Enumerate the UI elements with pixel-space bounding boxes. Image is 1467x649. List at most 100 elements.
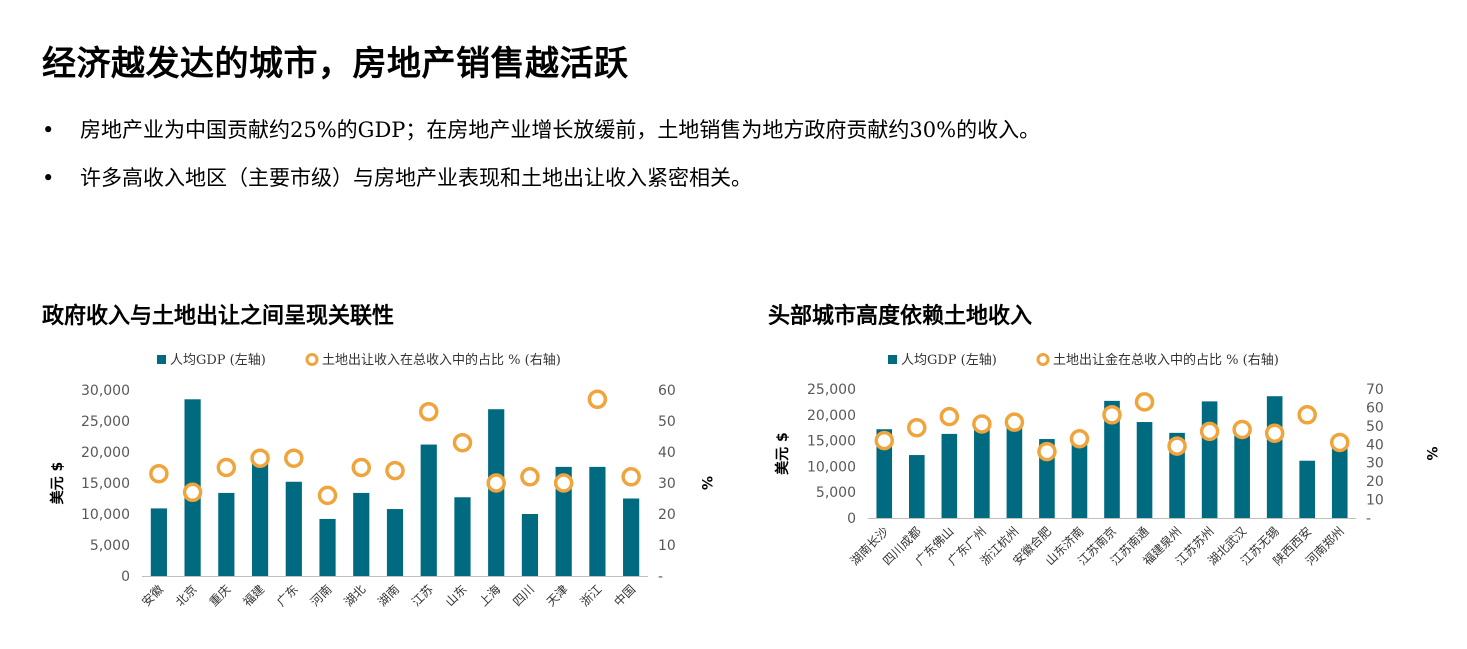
chart1-y2-tick: 20 [658,507,676,523]
chart2-y-tick: 20,000 [807,408,856,424]
chart2-marker [1004,412,1025,432]
chart1-bar [454,497,471,576]
chart1-y2-tick: 10 [658,538,676,554]
chart2-bar [1136,422,1153,518]
chart2-y-tick: 0 [847,511,856,527]
chart1-y2-tick: 50 [658,414,676,430]
bullet-item: 房地产业为中国贡献约25%的GDP；在房地产业增长放缓前，土地销售为地方政府贡献… [42,118,1040,142]
chart1-category-label: 安徽 [138,582,166,610]
chart2-y2-tick: 30 [1366,456,1384,472]
chart2-y2-axis-label: % [1423,446,1439,460]
chart1-category-label: 天津 [544,582,571,609]
chart1-y2-tick: - [658,569,663,585]
chart1-y2-axis-label: % [698,476,714,490]
chart2-bar [876,429,893,518]
chart2-marker [1134,392,1155,412]
chart2-bar [1006,420,1023,518]
chart1-category-label: 湖南 [375,582,403,610]
chart1-marker [418,401,439,422]
chart1-bar [589,466,606,576]
legend-text: 人均GDP (左轴) [901,353,997,368]
chart1-y2-tick: 60 [658,383,676,399]
chart1-y-tick: 25,000 [81,414,130,430]
chart2-marker [1264,423,1285,443]
chart2-marker [907,417,927,438]
chart1-marker [520,467,540,487]
chart2-marker [874,430,895,451]
chart1-bar [353,492,370,576]
chart1-bar [386,509,404,576]
chart2-bar [941,433,958,518]
chart2-y2-tick: 40 [1366,437,1384,453]
page-title: 经济越发达的城市，房地产销售越活跃 [42,44,629,84]
chart1-category-label: 浙江 [578,582,605,609]
chart1-bar [251,461,269,576]
chart1-y-axis-label: 美元 $ [49,462,66,505]
bullet-item: 许多高收入地区（主要市级）与房地产业表现和土地出让收入紧密相关。 [42,166,1040,190]
chart1-y-tick: 20,000 [81,445,130,461]
chart2-y-axis-label: 美元 $ [774,432,791,475]
chart1-bar [150,508,167,576]
chart1-marker [587,389,608,410]
chart-1: 人均GDP (左轴) 土地出让收入在总收入中的占比 % (右轴) 0 5,000 10,… [49,352,714,610]
chart2-bar [974,426,990,518]
chart2-y2-tick: 50 [1366,419,1384,435]
legend-marker-swatch [305,353,319,366]
chart1-bar [420,444,437,576]
chart2-marker [1102,405,1122,425]
chart1-category-label: 重庆 [207,582,234,609]
chart1-y-tick: 5,000 [90,538,130,554]
chart2-bar [1104,400,1120,518]
chart1-y-tick: 10,000 [81,507,130,523]
bullet-list: 房地产业为中国贡献约25%的GDP；在房地产业增长放缓前，土地销售为地方政府贡献… [42,118,1040,214]
chart2-y2-tick: 70 [1366,382,1384,398]
chart1-y-tick: 0 [121,569,130,585]
chart1-marker [284,448,304,468]
legend-bar-swatch [157,355,166,364]
chart2-bar [1071,436,1088,518]
chart1-category-label: 江苏 [409,582,436,609]
legend-text: 土地出让金在总收入中的占比 % (右轴) [1053,352,1279,368]
chart2-legend: 人均GDP (左轴) 土地出让金在总收入中的占比 % (右轴) [888,352,1279,368]
chart1-category-label: 中国 [611,582,639,610]
chart2-bar [1266,396,1283,518]
chart2-y-tick: 15,000 [807,434,856,450]
chart2-bar [1201,401,1218,518]
chart1-marker [216,457,237,478]
chart2-bar [1331,445,1348,518]
chart-2-title: 头部城市高度依赖土地收入 [768,304,1033,329]
chart1-category-label: 上海 [476,582,504,610]
chart1-bar [623,498,640,576]
chart1-y-tick: 15,000 [81,476,130,492]
chart1-category-label: 山东 [443,582,470,609]
chart1-bar [218,492,235,576]
chart2-marker [1037,441,1057,462]
chart2-y2-tick: 60 [1366,400,1384,416]
chart2-y2-tick: - [1366,511,1371,527]
chart1-bar [555,466,572,576]
chart1-category-label: 河南 [307,582,335,610]
chart1-y2-tick: 30 [658,476,676,492]
chart2-bar [908,455,925,518]
chart1-legend: 人均GDP (左轴) 土地出让收入在总收入中的占比 % (右轴) [157,352,561,368]
chart1-marker [486,473,506,493]
legend-text: 人均GDP (左轴) [170,353,266,368]
chart2-y2-tick: 10 [1366,493,1384,509]
chart1-marker [621,467,641,487]
chart2-marker [1329,432,1350,453]
chart2-marker [972,414,992,434]
chart1-bar [319,518,336,576]
chart1-marker [182,482,203,503]
legend-text: 土地出让收入在总收入中的占比 % (右轴) [322,352,561,368]
chart2-marker [1069,429,1090,449]
chart1-y2-tick: 40 [658,445,676,461]
chart1-marker [317,485,338,506]
chart1-marker [351,457,372,478]
chart1-marker [553,473,574,493]
chart1-category-label: 湖北 [341,582,369,610]
chart1-category-label: 广东 [274,582,301,609]
chart1-bar [521,514,539,576]
chart1-marker [385,460,405,481]
chart2-marker [1297,405,1317,425]
chart2-marker [1199,421,1220,442]
